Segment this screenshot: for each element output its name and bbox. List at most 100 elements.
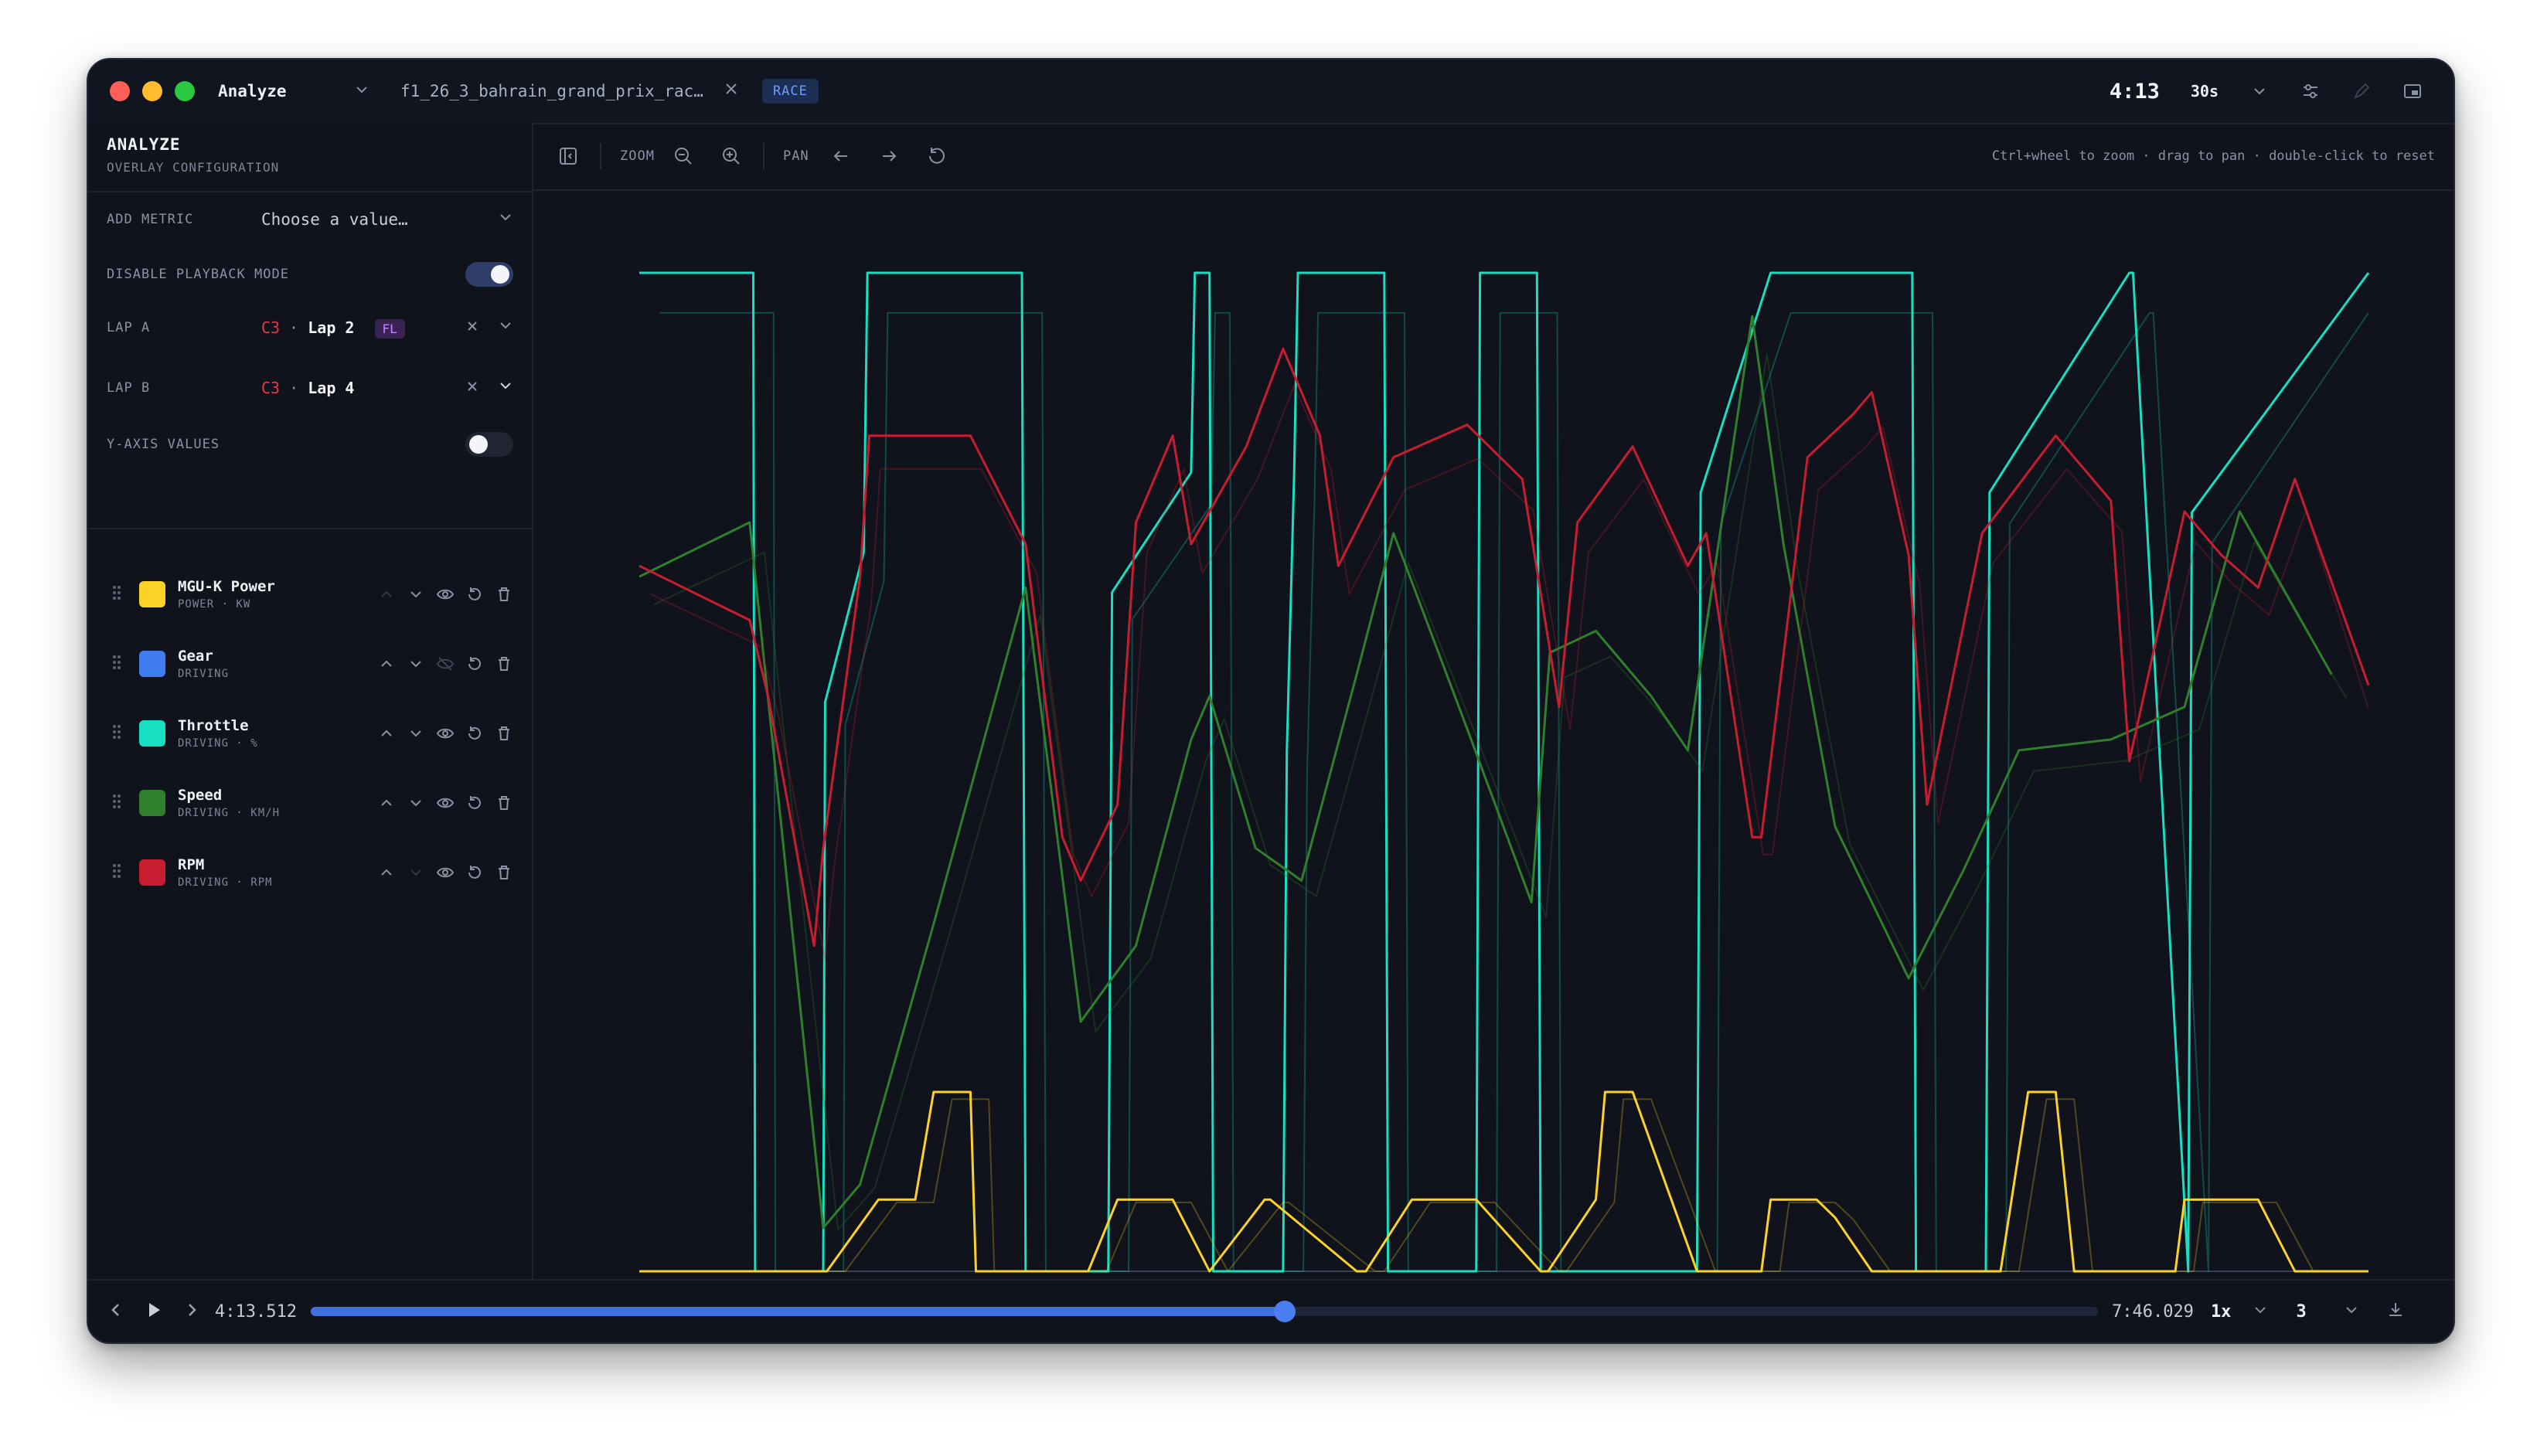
pan-left-arrow-icon[interactable] bbox=[829, 145, 853, 168]
titlebar-right: 4:13 30s bbox=[2110, 80, 2423, 104]
y-axis-values-row: Y-AXIS VALUES bbox=[107, 432, 513, 457]
move-down-icon[interactable] bbox=[407, 724, 425, 743]
add-metric-select[interactable]: Choose a value… bbox=[261, 210, 408, 229]
title-bar: Analyze f1_26_3_bahrain_grand_prix_rac… … bbox=[88, 60, 2454, 124]
reset-metric-icon[interactable] bbox=[465, 655, 484, 673]
scrubber-handle[interactable] bbox=[1274, 1301, 1296, 1322]
zoom-in-icon[interactable] bbox=[720, 145, 743, 168]
metric-row: Gear DRIVING bbox=[111, 641, 513, 687]
lap-a-clear-icon[interactable] bbox=[465, 318, 479, 338]
lap-b-select[interactable]: C3 · Lap 4 bbox=[261, 379, 354, 397]
picture-in-picture-icon[interactable] bbox=[2402, 81, 2423, 101]
metric-actions bbox=[377, 724, 513, 743]
drag-handle-icon[interactable] bbox=[111, 862, 133, 883]
step-back-icon[interactable] bbox=[107, 1301, 125, 1322]
reset-metric-icon[interactable] bbox=[465, 724, 484, 743]
sidebar: ANALYZE OVERLAY CONFIGURATION ADD METRIC… bbox=[88, 123, 533, 1281]
close-tab-icon[interactable] bbox=[724, 81, 739, 101]
playback-speed-chevron-down-icon[interactable] bbox=[2253, 1302, 2268, 1321]
move-down-icon[interactable] bbox=[407, 863, 425, 882]
maximize-window-button[interactable] bbox=[175, 81, 195, 101]
chart-interaction-hint: Ctrl+wheel to zoom · drag to pan · doubl… bbox=[1991, 148, 2435, 164]
delete-metric-icon[interactable] bbox=[495, 585, 513, 604]
metric-color-swatch[interactable] bbox=[139, 859, 165, 886]
metric-name: RPM bbox=[178, 856, 205, 873]
session-type-badge: RACE bbox=[761, 79, 819, 104]
move-up-icon[interactable] bbox=[377, 863, 396, 882]
y-axis-values-toggle[interactable] bbox=[465, 432, 513, 457]
download-icon[interactable] bbox=[2385, 1300, 2406, 1323]
minimize-window-button[interactable] bbox=[142, 81, 162, 101]
app-menu-chevron-down-icon[interactable] bbox=[354, 82, 369, 100]
eye-icon[interactable] bbox=[436, 794, 455, 812]
move-up-icon[interactable] bbox=[377, 585, 396, 604]
sidebar-header: ANALYZE OVERLAY CONFIGURATION bbox=[88, 123, 532, 192]
zoom-out-icon[interactable] bbox=[672, 145, 695, 168]
metric-row: MGU-K Power POWER · KW bbox=[111, 571, 513, 617]
reset-metric-icon[interactable] bbox=[465, 863, 484, 882]
lap-b-chevron-down-icon[interactable] bbox=[498, 378, 513, 398]
metric-row: Throttle DRIVING · % bbox=[111, 710, 513, 757]
app-title[interactable]: Analyze bbox=[218, 82, 287, 100]
delete-metric-icon[interactable] bbox=[495, 724, 513, 743]
file-tab[interactable]: f1_26_3_bahrain_grand_prix_rac… bbox=[400, 82, 703, 100]
chart-toolbar: ZOOM PAN Ctrl+wheel to zoom · drag to pa… bbox=[533, 123, 2454, 191]
playback-speed-select[interactable]: 1x bbox=[2210, 1301, 2232, 1322]
metric-color-swatch[interactable] bbox=[139, 790, 165, 816]
lap-b-row: LAP B C3 · Lap 4 bbox=[107, 378, 513, 398]
drag-handle-icon[interactable] bbox=[111, 584, 133, 605]
drag-handle-icon[interactable] bbox=[111, 723, 133, 744]
move-down-icon[interactable] bbox=[407, 585, 425, 604]
metric-text: Gear DRIVING bbox=[178, 648, 229, 680]
y-axis-values-label: Y-AXIS VALUES bbox=[107, 437, 220, 452]
pan-label: PAN bbox=[782, 148, 809, 164]
eye-icon[interactable] bbox=[436, 585, 455, 604]
lap-count-chevron-down-icon[interactable] bbox=[2344, 1302, 2359, 1321]
move-down-icon[interactable] bbox=[407, 794, 425, 812]
lap-a-select[interactable]: C3 · Lap 2 FL bbox=[261, 318, 405, 338]
reset-metric-icon[interactable] bbox=[465, 794, 484, 812]
move-up-icon[interactable] bbox=[377, 724, 396, 743]
disable-playback-toggle[interactable] bbox=[465, 262, 513, 287]
drag-handle-icon[interactable] bbox=[111, 793, 133, 814]
metric-category: DRIVING · % bbox=[178, 737, 258, 750]
pan-right-arrow-icon[interactable] bbox=[877, 145, 901, 168]
step-forward-icon[interactable] bbox=[182, 1301, 201, 1322]
lap-b-clear-icon[interactable] bbox=[465, 379, 479, 398]
series-rpm-line bbox=[639, 347, 2370, 947]
lap-count-select[interactable]: 3 bbox=[2296, 1301, 2307, 1322]
playback-bar: 4:13.512 7:46.029 1x 3 bbox=[88, 1279, 2454, 1342]
playback-scrubber[interactable] bbox=[310, 1301, 2098, 1322]
delete-metric-icon[interactable] bbox=[495, 794, 513, 812]
lap-a-compound: C3 bbox=[261, 318, 281, 337]
metric-actions bbox=[377, 585, 513, 604]
metric-color-swatch[interactable] bbox=[139, 581, 165, 607]
eye-off-icon[interactable] bbox=[436, 655, 455, 673]
metric-color-swatch[interactable] bbox=[139, 651, 165, 677]
delete-metric-icon[interactable] bbox=[495, 863, 513, 882]
metric-color-swatch[interactable] bbox=[139, 720, 165, 747]
add-metric-chevron-down-icon[interactable] bbox=[498, 209, 513, 230]
reset-view-icon[interactable] bbox=[925, 145, 948, 168]
move-up-icon[interactable] bbox=[377, 655, 396, 673]
lap-a-chevron-down-icon[interactable] bbox=[498, 318, 513, 338]
pencil-icon[interactable] bbox=[2351, 81, 2372, 101]
reset-metric-icon[interactable] bbox=[465, 585, 484, 604]
window-length-select[interactable]: 30s bbox=[2190, 82, 2219, 100]
eye-icon[interactable] bbox=[436, 863, 455, 882]
delete-metric-icon[interactable] bbox=[495, 655, 513, 673]
series-speed-line bbox=[639, 315, 2333, 1230]
drag-handle-icon[interactable] bbox=[111, 654, 133, 675]
lap-a-separator: · bbox=[289, 318, 299, 337]
close-window-button[interactable] bbox=[110, 81, 130, 101]
settings-sliders-icon[interactable] bbox=[2300, 81, 2321, 101]
telemetry-chart[interactable]: :00.00:05.00:10.00:15.00:20.00:25.00:30.… bbox=[533, 191, 2454, 1279]
eye-icon[interactable] bbox=[436, 724, 455, 743]
play-icon[interactable] bbox=[144, 1300, 164, 1323]
collapse-sidebar-icon[interactable] bbox=[557, 145, 580, 168]
move-down-icon[interactable] bbox=[407, 655, 425, 673]
telemetry-chart-svg[interactable]: :00.00:05.00:10.00:15.00:20.00:25.00:30.… bbox=[533, 191, 2454, 1279]
window-length-chevron-down-icon[interactable] bbox=[2249, 81, 2270, 101]
zoom-label: ZOOM bbox=[620, 148, 655, 164]
move-up-icon[interactable] bbox=[377, 794, 396, 812]
